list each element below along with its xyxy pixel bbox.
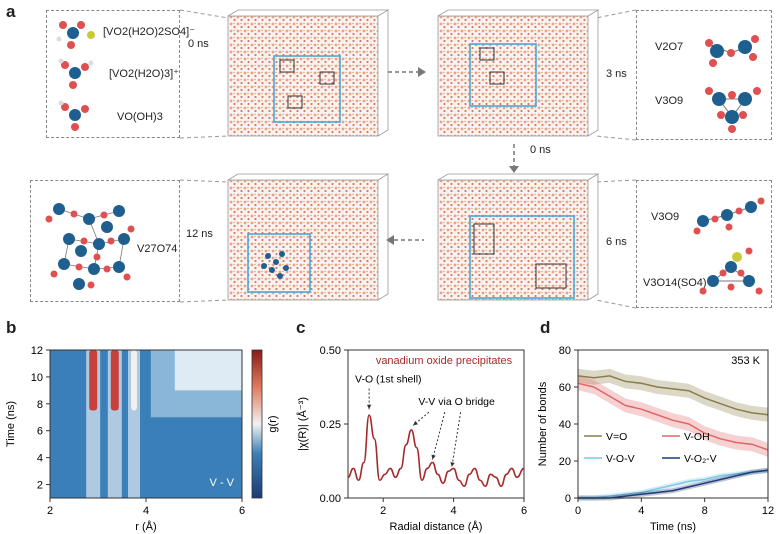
x-tick-label: 12 xyxy=(762,505,774,517)
colorbar-label: g(r) xyxy=(267,415,279,432)
molecule-icons-3ns xyxy=(705,35,761,133)
molecule-icon-1 xyxy=(56,21,95,49)
heatmap-peak-1 xyxy=(110,350,119,411)
sim-box-6ns xyxy=(437,173,600,301)
annotation-arrowhead-1 xyxy=(413,420,418,426)
connector-lines xyxy=(179,9,637,309)
legend-label-0: V=O xyxy=(606,431,627,443)
annotation-v-v: V-V via O bridge xyxy=(418,396,495,408)
y-tick-label: 0.00 xyxy=(320,493,341,505)
arrow-down-icon xyxy=(509,144,519,173)
y-axis-label: Number of bonds xyxy=(537,381,549,466)
molecule-icon-3 xyxy=(58,100,89,131)
series-band-1 xyxy=(578,376,768,457)
species-label-v27o74: V27O74 xyxy=(137,243,178,255)
y-tick-label: 0.50 xyxy=(320,345,341,357)
arrow-right-icon xyxy=(388,67,426,77)
sim-box-12ns xyxy=(227,173,390,301)
legend-label-2: V-O-V xyxy=(606,453,635,465)
exafs-chart: 2 4 6 0.00 0.25 0.50 Radial distance (Å) |χ(R)|… xyxy=(296,345,527,533)
panel-a-letter: a xyxy=(6,2,16,21)
chart-title: vanadium oxide precipitates xyxy=(376,355,513,367)
y-axis-label: |χ(R)| (Å⁻³) xyxy=(296,397,309,451)
time-label-6ns: 6 ns xyxy=(606,236,627,248)
molecule-icon-v27o74 xyxy=(45,203,135,290)
heatmap-chart: 2 4 6 2 4 6 8 10 12 r (Å) Time (ns) V - V g(r) xyxy=(5,345,279,533)
y-tick-label: 60 xyxy=(559,382,571,394)
x-tick-label: 4 xyxy=(638,505,644,517)
x-tick-label: 2 xyxy=(47,505,53,517)
species-label-v3o9-a: V3O9 xyxy=(655,95,684,107)
heatmap-peak-2 xyxy=(131,350,137,411)
series-band-3 xyxy=(578,467,768,501)
x-tick-label: 6 xyxy=(521,505,527,517)
y-axis-label: Time (ns) xyxy=(5,401,17,447)
panel-d-letter: d xyxy=(540,318,551,337)
y-tick-label: 10 xyxy=(31,372,43,384)
species-label-v2o7: V2O7 xyxy=(655,41,684,53)
initial-species-box: [VO2(H2O)2SO4]⁻ [VO2(H2O)3]⁺ VO(OH)3 xyxy=(46,10,195,138)
legend-label-3: V-O₂-V xyxy=(684,453,717,465)
y-tick-label: 40 xyxy=(559,419,571,431)
time-label-0ns-b: 0 ns xyxy=(530,144,551,156)
legend-label-1: V-OH xyxy=(684,431,710,443)
species-3ns-box: V2O7 V3O9 xyxy=(636,10,772,140)
x-axis-label: r (Å) xyxy=(135,520,156,533)
x-tick-label: 8 xyxy=(702,505,708,517)
time-label-12ns: 12 ns xyxy=(186,228,213,240)
temperature-annotation: 353 K xyxy=(731,355,760,367)
panel-c-letter: c xyxy=(296,318,306,337)
y-tick-label: 6 xyxy=(37,426,43,438)
species-label-3: VO(OH)3 xyxy=(117,111,163,123)
species-label-2: [VO2(H2O)3]⁺ xyxy=(109,68,179,80)
heatmap-peak-0 xyxy=(89,350,98,411)
y-tick-label: 0 xyxy=(565,493,571,505)
species-12ns-box: V27O74 xyxy=(30,180,180,302)
molecule-icon-2 xyxy=(58,58,94,89)
x-axis-label: Time (ns) xyxy=(650,521,696,533)
species-6ns-box: V3O9 V3O14(SO4) xyxy=(636,180,772,308)
species-label-1: [VO2(H2O)2SO4]⁻ xyxy=(103,26,196,38)
x-tick-label: 6 xyxy=(239,505,245,517)
annotation-arrowhead-2 xyxy=(431,454,436,460)
x-tick-label: 2 xyxy=(380,505,386,517)
sim-box-3ns xyxy=(437,9,600,137)
y-tick-label: 80 xyxy=(559,345,571,357)
time-label-3ns: 3 ns xyxy=(606,68,627,80)
colorbar xyxy=(251,349,263,499)
annotation-arrowhead-0 xyxy=(366,404,372,410)
y-tick-label: 2 xyxy=(37,480,43,492)
series-line-2 xyxy=(578,469,769,499)
heatmap-annotation: V - V xyxy=(210,477,235,489)
x-tick-label: 4 xyxy=(451,505,457,517)
species-label-v3o9-b: V3O9 xyxy=(651,211,680,223)
series-line-0 xyxy=(577,375,769,416)
plot-frame xyxy=(347,349,525,499)
time-label-0ns: 0 ns xyxy=(188,38,209,50)
species-label-v3o14so4: V3O14(SO4) xyxy=(643,277,707,289)
x-tick-label: 0 xyxy=(575,505,581,517)
x-axis-label: Radial distance (Å) xyxy=(390,520,483,533)
annotation-arrow-2 xyxy=(431,412,446,460)
annotation-arrowhead-3 xyxy=(450,462,455,467)
molecule-icons-6ns xyxy=(693,197,765,295)
y-tick-label: 4 xyxy=(37,453,43,465)
annotation-arrow-3 xyxy=(451,412,462,467)
y-tick-label: 0.25 xyxy=(320,419,341,431)
y-tick-label: 20 xyxy=(559,456,571,468)
y-tick-label: 12 xyxy=(31,345,43,357)
arrow-left-icon xyxy=(386,235,424,245)
bonds-chart: 0 4 8 12 0 20 40 60 80 Time (ns) Number of bonds 35… xyxy=(537,345,774,533)
series-line-1 xyxy=(577,382,769,451)
molecule-icons-initial xyxy=(56,21,95,131)
x-tick-label: 4 xyxy=(143,505,149,517)
sim-box-0ns xyxy=(227,9,390,137)
y-tick-label: 8 xyxy=(37,399,43,411)
series-line-chi-r xyxy=(347,414,525,487)
annotation-v-o: V-O (1st shell) xyxy=(355,374,422,386)
heatmap-bright-region xyxy=(174,350,242,391)
panel-b-letter: b xyxy=(6,318,17,337)
